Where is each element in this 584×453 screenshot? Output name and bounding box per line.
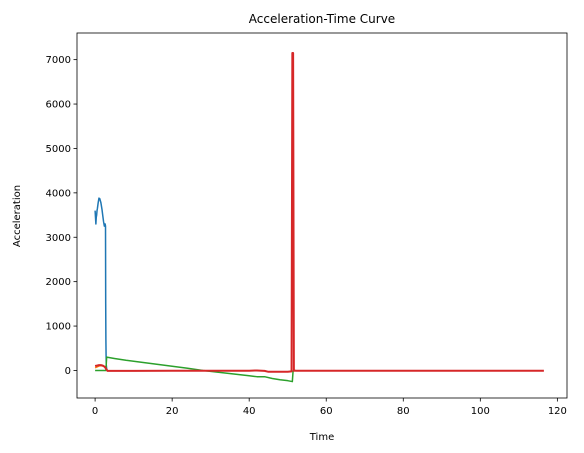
x-tick-label: 20: [166, 406, 179, 417]
y-tick-label: 2000: [46, 277, 71, 288]
y-tick-label: 6000: [46, 100, 71, 111]
axes-frame: [76, 32, 568, 399]
y-tick-label: 3000: [46, 233, 71, 244]
y-tick-label: 5000: [46, 144, 71, 155]
y-axis-label: Acceleration: [12, 185, 23, 247]
y-tick-label: 4000: [46, 188, 71, 199]
x-tick-label: 0: [92, 406, 98, 417]
x-tick-label: 100: [471, 406, 490, 417]
y-tick-label: 0: [65, 366, 71, 377]
series-line-4: [94, 51, 544, 373]
series-line-3: [95, 356, 294, 383]
y-axis: 0 1000 2000 3000 4000 5000 6000 7000: [46, 55, 77, 377]
y-tick-label: 7000: [46, 55, 71, 66]
x-tick-label: 60: [320, 406, 333, 417]
x-axis: 0 20 40 60 80 100 120: [92, 398, 567, 417]
x-tick-label: 40: [243, 406, 256, 417]
x-tick-label: 120: [548, 406, 567, 417]
x-axis-label: Time: [309, 432, 334, 443]
series-line-1: [94, 197, 108, 371]
x-tick-label: 80: [397, 406, 410, 417]
chart-title: Acceleration-Time Curve: [249, 12, 395, 26]
y-tick-label: 1000: [46, 322, 71, 333]
plot-area: [94, 51, 544, 383]
